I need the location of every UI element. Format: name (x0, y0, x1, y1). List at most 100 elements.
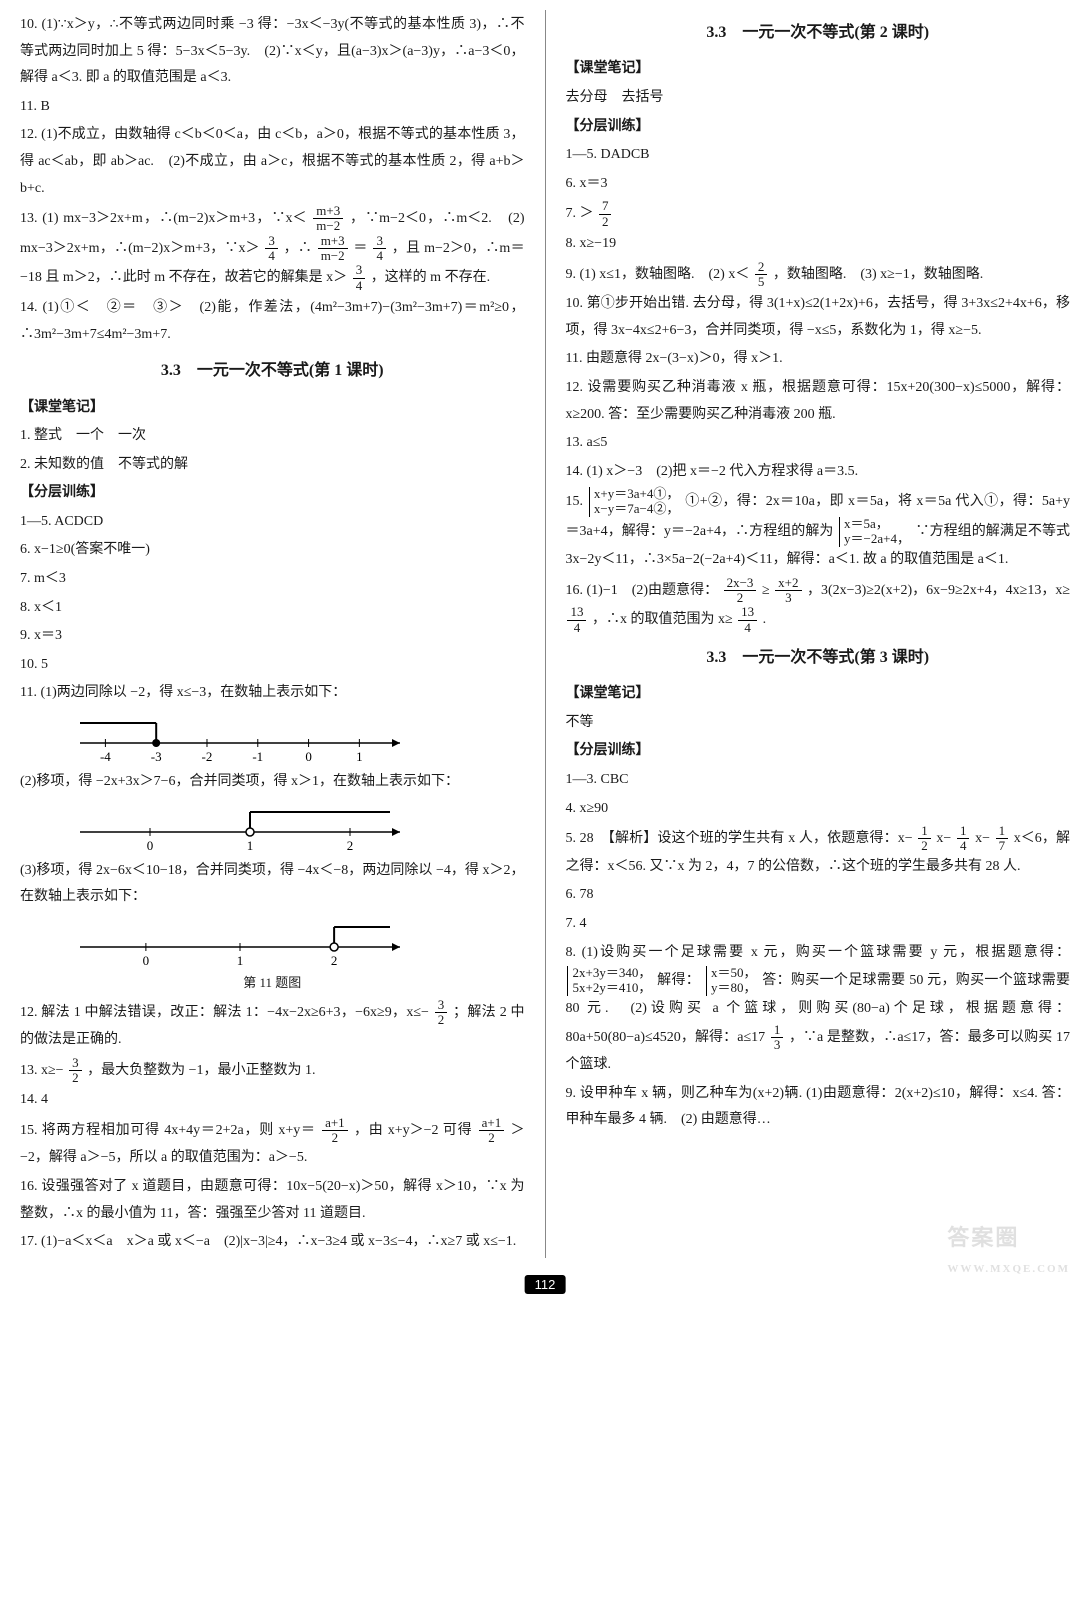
svg-text:0: 0 (305, 749, 312, 763)
watermark-text: 答案圈 (947, 1225, 1019, 1250)
s7: 7. 4 (565, 911, 1070, 938)
r15-1: 15. (565, 494, 586, 509)
brace-row: x−y＝7a−4②， (594, 501, 679, 516)
brace: x＝50， y＝80， (706, 966, 757, 996)
numberline-2: 012 (60, 802, 525, 852)
r16-2: ≥ (762, 583, 770, 598)
r1-5: 1—5. DADCB (565, 142, 1070, 169)
r13: 13. a≤5 (565, 430, 1070, 457)
right-column: 3.3 一元一次不等式(第 2 课时) 【课堂笔记】 去分母 去括号 【分层训练… (565, 10, 1070, 1258)
train-head-2: 【分层训练】 (565, 114, 1070, 141)
t12-1: 12. 解法 1 中解法错误，改正：解法 1：−4x−2x≥6+3，−6x≥9，… (20, 1005, 429, 1020)
column-divider (545, 10, 546, 1258)
svg-text:-4: -4 (100, 749, 111, 763)
t15-1: 15. 将两方程相加可得 4x+4y＝2+2a，则 x+y＝ (20, 1123, 316, 1138)
t9: 9. x＝3 (20, 623, 525, 650)
r16-5: . (763, 612, 767, 627)
q10: 10. (1)∵x＞y，∴不等式两边同时乘 −3 得：−3x＜−3y(不等式的基… (20, 12, 525, 92)
r16-4: ，∴x 的取值范围为 x≥ (592, 612, 733, 627)
brace-row: y＝−2a+4， (844, 531, 910, 546)
t12: 12. 解法 1 中解法错误，改正：解法 1：−4x−2x≥6+3，−6x≥9，… (20, 998, 525, 1054)
left-column: 10. (1)∵x＞y，∴不等式两边同时乘 −3 得：−3x＜−3y(不等式的基… (20, 10, 525, 1258)
q12: 12. (1)不成立，由数轴得 c＜b＜0＜a，由 c＜b，a＞0，根据不等式的… (20, 122, 525, 202)
r7: 7. ＞ 72 (565, 199, 1070, 229)
s8-2: 解得： (657, 973, 700, 988)
brace-row: y＝80， (711, 980, 757, 995)
frac: 32 (69, 1056, 82, 1086)
svg-text:0: 0 (143, 953, 150, 967)
s5-3: x− (975, 831, 990, 846)
r16: 16. (1)−1 (2)由题意得： 2x−32 ≥ x+23 ，3(2x−3)… (565, 576, 1070, 635)
t17: 17. (1)−a＜x＜a x＞a 或 x＜−a (2)|x−3|≥4，∴x−3… (20, 1229, 525, 1256)
r7-1: 7. ＞ (565, 206, 593, 221)
brace-row: x＝50， (711, 965, 757, 980)
brace-row: 5x+2y＝410， (572, 980, 651, 995)
s5-2: x− (936, 831, 951, 846)
q14: 14. (1)①＜ ②＝ ③＞ (2)能，作差法，(4m²−3m+7)−(3m²… (20, 295, 525, 348)
frac: 32 (435, 998, 448, 1028)
s9: 9. 设甲种车 x 辆，则乙种车为(x+2)辆. (1)由题意得：2(x+2)≤… (565, 1081, 1070, 1134)
t10: 10. 5 (20, 652, 525, 679)
t14: 14. 4 (20, 1087, 525, 1114)
t7: 7. m＜3 (20, 566, 525, 593)
frac: 2x−32 (724, 576, 757, 606)
s1-3: 1—3. CBC (565, 767, 1070, 794)
frac: x+23 (775, 576, 801, 606)
brace-row: x＝5a， (844, 516, 889, 531)
notes-head-2: 【课堂笔记】 (565, 56, 1070, 83)
frac: a+12 (479, 1116, 505, 1146)
frac: 34 (265, 234, 278, 264)
q13-t4: ＝ (353, 241, 367, 256)
frac: 72 (599, 199, 612, 229)
t15: 15. 将两方程相加可得 4x+4y＝2+2a，则 x+y＝ a+12 ，由 x… (20, 1116, 525, 1172)
notes-head-3: 【课堂笔记】 (565, 681, 1070, 708)
figure-caption: 第 11 题图 (20, 971, 525, 996)
section-title-1: 3.3 一元一次不等式(第 1 课时) (20, 356, 525, 386)
r12: 12. 设需要购买乙种消毒液 x 瓶，根据题意可得：15x+20(300−x)≤… (565, 375, 1070, 428)
t15-2: ，由 x+y＞−2 可得 (354, 1123, 472, 1138)
frac: 34 (373, 234, 386, 264)
r9-2: ，数轴图略. (3) x≥−1，数轴图略. (773, 267, 983, 282)
notes-head: 【课堂笔记】 (20, 395, 525, 422)
s8-1: 8. (1)设购买一个足球需要 x 元，购买一个篮球需要 y 元，根据题意得： (565, 945, 1070, 960)
s5: 5. 28 【解析】设这个班的学生共有 x 人，依题意得：x− 12 x− 14… (565, 824, 1070, 880)
s4: 4. x≥90 (565, 796, 1070, 823)
s5-1: 5. 28 【解析】设这个班的学生共有 x 人，依题意得：x− (565, 831, 912, 846)
r10: 10. 第①步开始出错. 去分母，得 3(1+x)≤2(1+2x)+6，去括号，… (565, 291, 1070, 344)
s6: 6. 78 (565, 882, 1070, 909)
svg-text:1: 1 (237, 953, 244, 967)
svg-text:2: 2 (347, 838, 354, 852)
train-head: 【分层训练】 (20, 480, 525, 507)
brace: x+y＝3a+4①， x−y＝7a−4②， (589, 487, 679, 517)
frac: 14 (957, 824, 970, 854)
t1-5: 1—5. ACDCD (20, 509, 525, 536)
q13: 13. (1) mx−3＞2x+m，∴(m−2)x＞m+3，∵x＜ m+3m−2… (20, 204, 525, 293)
s8: 8. (1)设购买一个足球需要 x 元，购买一个篮球需要 y 元，根据题意得： … (565, 940, 1070, 1079)
r9: 9. (1) x≤1，数轴图略. (2) x＜ 25 ，数轴图略. (3) x≥… (565, 260, 1070, 290)
r8: 8. x≥−19 (565, 231, 1070, 258)
r16-3: ，3(2x−3)≥2(x+2)，6x−9≥2x+4，4x≥13，x≥ (807, 583, 1070, 598)
r15: 15. x+y＝3a+4①， x−y＝7a−4②， ①+②，得：2x＝10a，即… (565, 487, 1070, 573)
svg-text:1: 1 (356, 749, 363, 763)
t11-2: (2)移项，得 −2x+3x＞7−6，合并同类项，得 x＞1，在数轴上表示如下： (20, 769, 525, 796)
frac: 134 (567, 605, 586, 635)
t8: 8. x＜1 (20, 595, 525, 622)
t11-1: 11. (1)两边同除以 −2，得 x≤−3，在数轴上表示如下： (20, 680, 525, 707)
frac: 134 (738, 605, 757, 635)
frac: 25 (755, 260, 768, 290)
q13-t3: ，∴ (284, 241, 312, 256)
brace: 2x+3y＝340， 5x+2y＝410， (567, 966, 651, 996)
brace-row: 2x+3y＝340， (572, 965, 651, 980)
brace-row: x+y＝3a+4①， (594, 486, 679, 501)
r11: 11. 由题意得 2x−(3−x)＞0，得 x＞1. (565, 346, 1070, 373)
t16: 16. 设强强答对了 x 道题目，由题意可得：10x−5(20−x)＞50，解得… (20, 1174, 525, 1227)
section-title-3: 3.3 一元一次不等式(第 3 课时) (565, 643, 1070, 673)
t11-3: (3)移项，得 2x−6x＜10−18，合并同类项，得 −4x＜−8，两边同除以… (20, 858, 525, 911)
frac: m+3m−2 (318, 234, 348, 264)
t13-2: ，最大负整数为 −1，最小正整数为 1. (87, 1063, 315, 1078)
t13: 13. x≥− 32 ，最大负整数为 −1，最小正整数为 1. (20, 1056, 525, 1086)
frac: a+12 (322, 1116, 348, 1146)
frac: 17 (996, 824, 1009, 854)
frac: 13 (771, 1023, 784, 1053)
svg-text:0: 0 (147, 838, 154, 852)
